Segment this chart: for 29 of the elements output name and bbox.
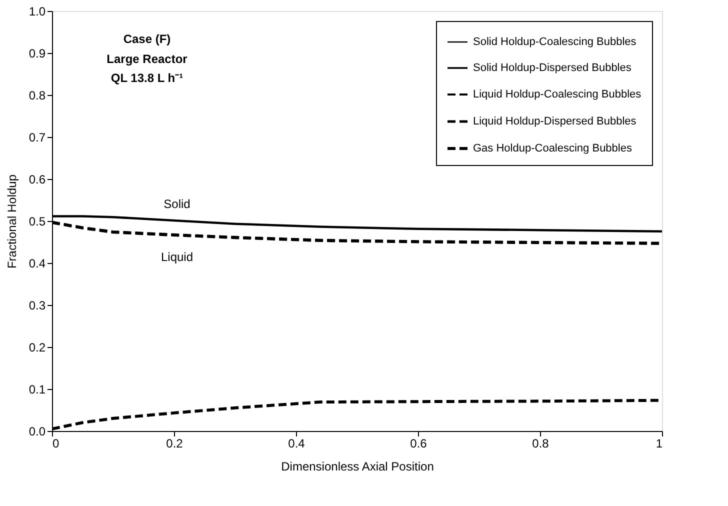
y-tick-label: 0.9	[28, 46, 46, 60]
y-axis-title: Fractional Holdup	[4, 174, 19, 269]
annotation: Large Reactor	[106, 52, 188, 66]
x-axis-title: Dimensionless Axial Position	[281, 460, 434, 474]
legend-label: Solid Holdup-Dispersed Bubbles	[473, 62, 632, 74]
legend-label: Solid Holdup-Coalescing Bubbles	[473, 36, 637, 48]
annotation: QL 13.8 L h⁻¹	[110, 71, 184, 85]
y-tick-label: 0.3	[28, 298, 46, 312]
y-tick-label: 0.7	[28, 130, 46, 144]
legend-label: Liquid Holdup-Dispersed Bubbles	[473, 116, 637, 128]
y-tick-label: 0.8	[28, 88, 46, 102]
x-tick-label: 1	[656, 436, 663, 450]
x-tick-label: 0.6	[410, 436, 428, 450]
y-tick-label: 0.1	[28, 382, 46, 396]
x-tick-label: 0.2	[166, 436, 184, 450]
legend-label: Liquid Holdup-Coalescing Bubbles	[473, 88, 642, 100]
annotation: Solid	[164, 197, 190, 211]
y-tick-label: 0.2	[28, 340, 46, 354]
y-tick-label: 1.0	[28, 4, 46, 18]
annotation: Liquid	[160, 250, 194, 264]
y-tick-label: 0.0	[28, 424, 46, 438]
x-tick-label: 0.4	[288, 436, 306, 450]
y-tick-label: 0.4	[28, 256, 46, 270]
y-tick-label: 0.5	[28, 214, 46, 228]
annotation: Case (F)	[123, 32, 171, 46]
legend-label: Gas Holdup-Coalescing Bubbles	[473, 142, 632, 154]
y-tick-label: 0.6	[28, 172, 46, 186]
x-tick-label: 0.8	[532, 436, 550, 450]
x-tick-label: 0	[52, 436, 60, 450]
